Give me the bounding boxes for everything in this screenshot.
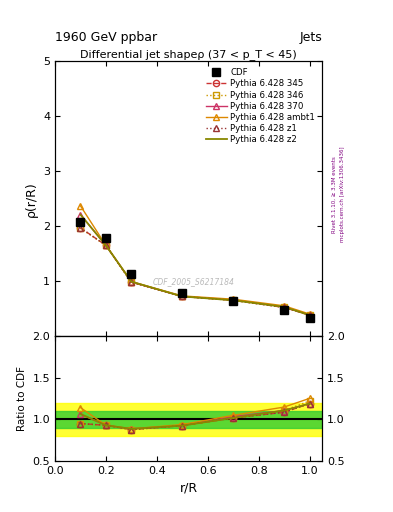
Y-axis label: ρ(r/R): ρ(r/R) (24, 181, 37, 217)
Text: CDF_2005_S6217184: CDF_2005_S6217184 (153, 278, 235, 287)
Bar (55, 411, 322, 428)
Y-axis label: Ratio to CDF: Ratio to CDF (17, 366, 27, 431)
Legend: CDF, Pythia 6.428 345, Pythia 6.428 346, Pythia 6.428 370, Pythia 6.428 ambt1, P: CDF, Pythia 6.428 345, Pythia 6.428 346,… (203, 66, 318, 147)
Text: Rivet 3.1.10, ≥ 3.3M events: Rivet 3.1.10, ≥ 3.3M events (332, 156, 337, 233)
Title: Differential jet shapeρ (37 < p_T < 45): Differential jet shapeρ (37 < p_T < 45) (80, 49, 297, 60)
Bar (55, 402, 322, 436)
Text: Jets: Jets (299, 31, 322, 44)
X-axis label: r/R: r/R (180, 481, 198, 494)
Text: 1960 GeV ppbar: 1960 GeV ppbar (55, 31, 157, 44)
Text: mcplots.cern.ch [arXiv:1306.3436]: mcplots.cern.ch [arXiv:1306.3436] (340, 147, 345, 242)
